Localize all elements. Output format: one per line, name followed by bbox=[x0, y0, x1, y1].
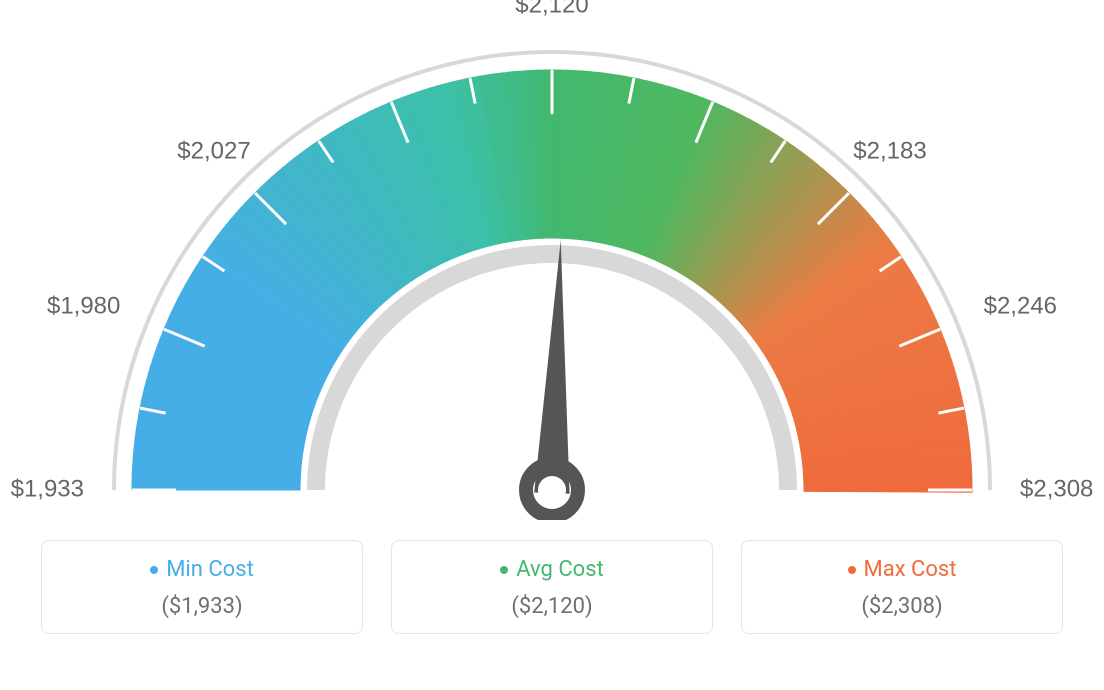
legend-dot-max bbox=[848, 566, 856, 574]
legend-dot-min bbox=[150, 566, 158, 574]
svg-text:$1,980: $1,980 bbox=[47, 292, 120, 319]
svg-text:$2,308: $2,308 bbox=[1020, 475, 1093, 502]
svg-text:$2,027: $2,027 bbox=[177, 137, 250, 164]
legend-value-max: ($2,308) bbox=[742, 594, 1062, 619]
legend-title-min: Min Cost bbox=[150, 557, 254, 582]
legend-title-avg: Avg Cost bbox=[500, 557, 604, 582]
legend-label-min: Min Cost bbox=[166, 557, 254, 582]
legend-value-avg: ($2,120) bbox=[392, 594, 712, 619]
svg-text:$2,183: $2,183 bbox=[853, 137, 926, 164]
legend-card-max: Max Cost ($2,308) bbox=[741, 540, 1063, 634]
legend-row: Min Cost ($1,933) Avg Cost ($2,120) Max … bbox=[0, 520, 1104, 634]
legend-title-max: Max Cost bbox=[848, 557, 957, 582]
legend-label-max: Max Cost bbox=[864, 557, 957, 582]
svg-text:$2,120: $2,120 bbox=[515, 0, 588, 18]
svg-text:$1,933: $1,933 bbox=[11, 475, 84, 502]
svg-text:$2,246: $2,246 bbox=[984, 292, 1057, 319]
legend-value-min: ($1,933) bbox=[42, 594, 362, 619]
gauge-svg: $1,933 $1,980 $2,027 $2,120 $2,183 $2,246 $2,3… bbox=[0, 0, 1104, 520]
legend-card-avg: Avg Cost ($2,120) bbox=[391, 540, 713, 634]
legend-dot-avg bbox=[500, 566, 508, 574]
gauge-chart: $1,933 $1,980 $2,027 $2,120 $2,183 $2,246 $2,3… bbox=[0, 0, 1104, 520]
legend-label-avg: Avg Cost bbox=[516, 557, 604, 582]
legend-card-min: Min Cost ($1,933) bbox=[41, 540, 363, 634]
